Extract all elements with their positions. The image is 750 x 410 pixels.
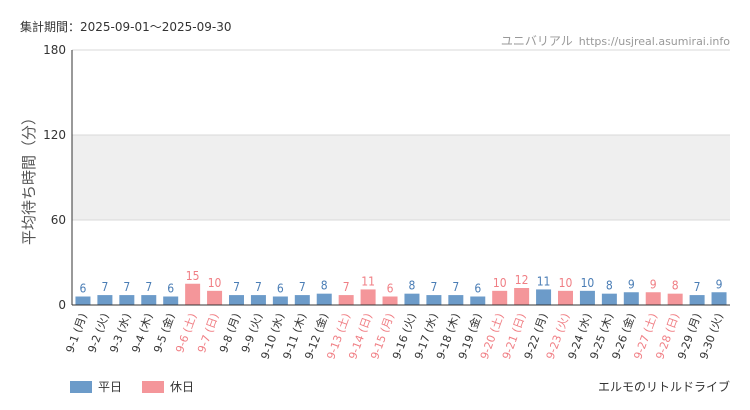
data-label: 6 (167, 282, 174, 296)
bar (250, 295, 266, 305)
y-tick-label: 120 (43, 128, 66, 142)
bar (316, 293, 332, 305)
bar (470, 296, 486, 305)
data-label: 8 (321, 279, 328, 293)
data-label: 10 (559, 276, 573, 290)
period-label: 集計期間：2025-09-01～2025-09-30 (20, 20, 232, 34)
bar (426, 295, 442, 305)
bar (514, 288, 530, 305)
legend-holiday-swatch (142, 380, 165, 393)
bar (492, 290, 508, 305)
data-label: 7 (101, 280, 108, 294)
data-label: 7 (255, 280, 262, 294)
bar (338, 295, 354, 305)
bar (207, 290, 223, 305)
y-tick-label: 0 (58, 298, 66, 312)
data-label: 9 (628, 277, 635, 291)
data-label: 7 (123, 280, 130, 294)
data-label: 8 (672, 279, 679, 293)
data-label: 12 (515, 273, 529, 287)
bar (601, 293, 617, 305)
data-label: 7 (145, 280, 152, 294)
data-label: 8 (606, 279, 613, 293)
data-label: 7 (694, 280, 701, 294)
legend-holiday: 休日 (142, 378, 194, 395)
data-label: 7 (233, 280, 240, 294)
legend-weekday: 平日 (70, 378, 122, 395)
site-name: ユニバリアル (500, 34, 573, 48)
data-label: 10 (493, 276, 507, 290)
y-axis-label: 平均待ち時間（分） (20, 110, 38, 245)
bar (141, 295, 157, 305)
bar (536, 289, 552, 305)
bar (360, 289, 376, 305)
bar (579, 290, 595, 305)
data-label: 8 (409, 279, 416, 293)
data-label: 10 (208, 276, 222, 290)
y-band (72, 135, 730, 220)
source-credit: ユニバリアル https://usjreal.asumirai.info (501, 32, 730, 49)
bar (163, 296, 179, 305)
y-tick-label: 180 (43, 43, 66, 57)
bar (185, 283, 201, 305)
data-label: 7 (452, 280, 459, 294)
data-label: 6 (80, 282, 87, 296)
data-label: 10 (581, 276, 595, 290)
attraction-name: エルモのリトルドライブ (597, 380, 730, 394)
legend: 平日 休日 (70, 378, 214, 395)
data-label: 9 (650, 277, 657, 291)
bar (229, 295, 244, 305)
bar (119, 295, 135, 305)
data-label: 11 (537, 274, 551, 288)
legend-holiday-label: 休日 (170, 380, 195, 394)
bar (272, 296, 288, 305)
legend-weekday-label: 平日 (98, 380, 123, 394)
data-label: 6 (387, 282, 394, 296)
y-tick-label: 60 (51, 213, 66, 227)
bar (75, 296, 91, 305)
bar (558, 290, 573, 305)
bar (645, 292, 661, 305)
data-label: 11 (361, 274, 375, 288)
bar (404, 293, 420, 305)
data-label: 7 (299, 280, 306, 294)
data-label: 6 (474, 282, 481, 296)
bar (667, 293, 683, 305)
bar (689, 295, 705, 305)
data-label: 7 (343, 280, 350, 294)
bar (97, 295, 113, 305)
site-url[interactable]: https://usjreal.asumirai.info (578, 35, 730, 48)
data-label: 7 (430, 280, 437, 294)
data-label: 15 (186, 269, 200, 283)
bar (711, 292, 727, 305)
bar (623, 292, 639, 305)
data-label: 9 (716, 277, 723, 291)
bar (294, 295, 310, 305)
data-label: 6 (277, 282, 284, 296)
bar (382, 296, 398, 305)
bar (448, 295, 464, 305)
legend-weekday-swatch (70, 380, 92, 393)
